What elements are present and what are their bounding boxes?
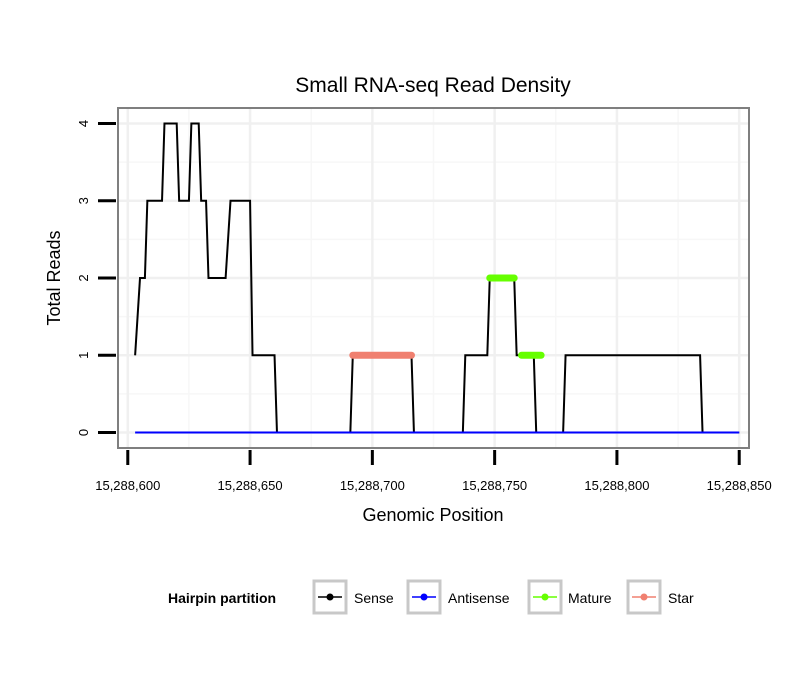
y-tick-label: 4 [76, 120, 91, 127]
legend-key-point [640, 593, 648, 601]
y-tick-label: 3 [76, 197, 91, 204]
legend: Hairpin partition Sense Antisense Mature… [168, 579, 694, 615]
y-tick-label: 2 [76, 274, 91, 281]
legend-item-antisense: Antisense [406, 579, 510, 615]
y-axis-label: Total Reads [44, 230, 64, 325]
y-tick-label: 0 [76, 429, 91, 436]
x-axis-label: Genomic Position [362, 505, 503, 525]
series-layer [134, 122, 740, 434]
x-axis: 15,288,600 15,288,650 15,288,700 15,288,750… [95, 450, 772, 493]
legend-label: Mature [568, 590, 612, 606]
legend-title: Hairpin partition [168, 590, 276, 606]
legend-label: Sense [354, 590, 394, 606]
x-tick-label: 15,288,800 [584, 478, 649, 493]
y-tick-label: 1 [76, 352, 91, 359]
legend-item-mature: Mature [527, 579, 612, 615]
y-axis: 0 1 2 3 4 [76, 120, 116, 436]
legend-key-point [420, 593, 428, 601]
grid [118, 108, 749, 448]
x-tick-label: 15,288,850 [707, 478, 772, 493]
x-tick-label: 15,288,600 [95, 478, 160, 493]
x-tick-label: 15,288,650 [218, 478, 283, 493]
chart-title: Small RNA-seq Read Density [295, 74, 571, 97]
legend-item-star: Star [626, 579, 694, 615]
legend-item-sense: Sense [312, 579, 394, 615]
legend-label: Antisense [448, 590, 510, 606]
plot-border [117, 107, 750, 449]
legend-key-point [541, 593, 549, 601]
legend-label: Star [668, 590, 694, 606]
x-tick-label: 15,288,700 [340, 478, 405, 493]
legend-key-point [326, 593, 334, 601]
x-tick-label: 15,288,750 [462, 478, 527, 493]
